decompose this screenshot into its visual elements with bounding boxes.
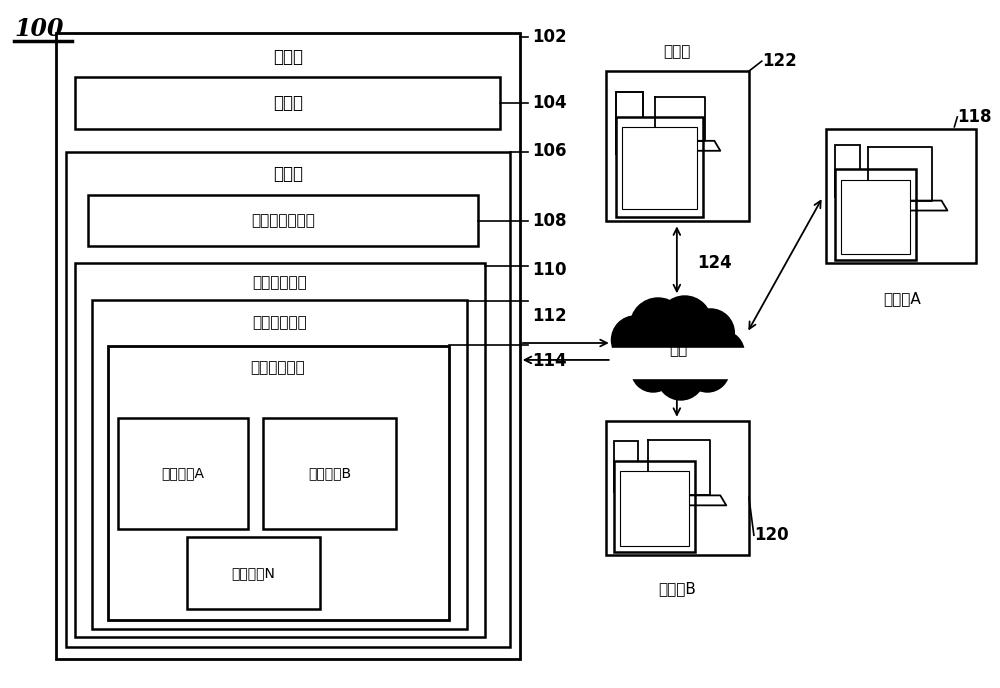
Circle shape bbox=[612, 316, 659, 364]
Text: 参与者A: 参与者A bbox=[883, 291, 921, 305]
Bar bbox=[263, 418, 396, 529]
Bar bbox=[108, 346, 449, 620]
Circle shape bbox=[657, 352, 705, 400]
Text: 深度链接生成器: 深度链接生成器 bbox=[251, 213, 315, 228]
Text: 106: 106 bbox=[533, 142, 567, 160]
Circle shape bbox=[630, 298, 686, 354]
Text: 服务器: 服务器 bbox=[273, 48, 303, 66]
Text: 112: 112 bbox=[533, 307, 567, 325]
Circle shape bbox=[616, 338, 655, 378]
Bar bbox=[622, 127, 697, 208]
Bar bbox=[75, 264, 485, 637]
Text: 104: 104 bbox=[533, 94, 567, 112]
Bar bbox=[841, 180, 910, 255]
Text: 会议时段列表: 会议时段列表 bbox=[251, 361, 305, 376]
Bar bbox=[614, 440, 638, 493]
Polygon shape bbox=[632, 495, 726, 506]
Text: 118: 118 bbox=[957, 108, 992, 126]
Bar bbox=[835, 144, 860, 197]
Bar bbox=[620, 471, 689, 546]
Text: 视频会议平台: 视频会议平台 bbox=[252, 275, 307, 290]
Text: 会议时段N: 会议时段N bbox=[231, 566, 275, 580]
Circle shape bbox=[701, 331, 744, 375]
Text: 网络: 网络 bbox=[670, 343, 688, 358]
Bar bbox=[614, 460, 695, 552]
Text: 124: 124 bbox=[698, 255, 732, 272]
Circle shape bbox=[658, 297, 711, 350]
Bar bbox=[606, 420, 749, 555]
Text: 存储器: 存储器 bbox=[273, 164, 303, 183]
Bar bbox=[612, 348, 748, 378]
Polygon shape bbox=[853, 201, 947, 211]
Bar bbox=[835, 169, 916, 260]
Polygon shape bbox=[639, 141, 720, 151]
Text: 122: 122 bbox=[762, 52, 797, 70]
Text: 102: 102 bbox=[533, 28, 567, 46]
Bar bbox=[616, 117, 703, 217]
Bar bbox=[66, 152, 510, 647]
Text: 110: 110 bbox=[533, 261, 567, 279]
Bar bbox=[606, 71, 749, 220]
Text: 114: 114 bbox=[533, 352, 567, 370]
Bar bbox=[616, 92, 643, 154]
Text: 120: 120 bbox=[754, 526, 789, 544]
Circle shape bbox=[686, 348, 729, 391]
Bar bbox=[92, 300, 467, 629]
Polygon shape bbox=[655, 97, 705, 141]
Text: 会议时段A: 会议时段A bbox=[162, 466, 205, 480]
Circle shape bbox=[687, 309, 734, 357]
Text: 视频会议空间: 视频会议空间 bbox=[252, 316, 307, 331]
Polygon shape bbox=[868, 147, 932, 201]
Circle shape bbox=[631, 348, 675, 391]
Text: 管理员: 管理员 bbox=[663, 43, 691, 58]
Text: 处理器: 处理器 bbox=[273, 94, 303, 112]
Bar bbox=[118, 418, 248, 529]
Bar bbox=[56, 33, 520, 658]
Polygon shape bbox=[648, 440, 710, 495]
Bar bbox=[75, 77, 500, 129]
Text: 100: 100 bbox=[14, 17, 64, 41]
Bar bbox=[826, 129, 976, 264]
Bar bbox=[88, 195, 478, 246]
Text: 108: 108 bbox=[533, 211, 567, 230]
Text: 会议时段B: 会议时段B bbox=[308, 466, 351, 480]
Bar bbox=[187, 537, 320, 609]
Text: 参与者B: 参与者B bbox=[658, 581, 696, 596]
